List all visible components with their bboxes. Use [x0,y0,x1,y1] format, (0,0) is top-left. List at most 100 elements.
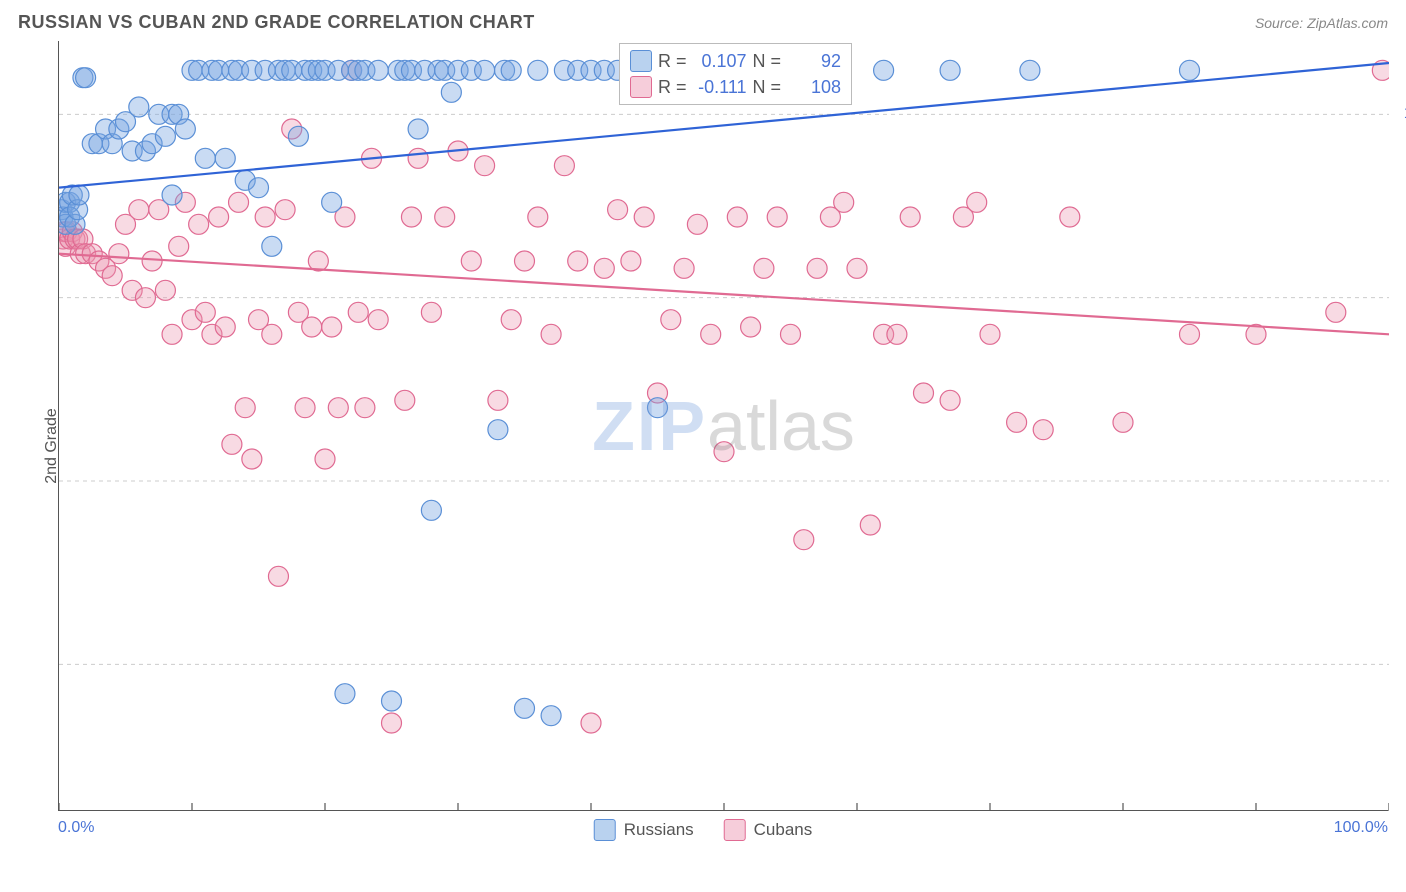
chart-title: RUSSIAN VS CUBAN 2ND GRADE CORRELATION C… [18,12,535,33]
data-point [335,684,355,704]
n-label: N = [753,51,782,72]
data-point [488,420,508,440]
data-point [189,214,209,234]
data-point [215,148,235,168]
data-point [382,713,402,733]
data-point [395,390,415,410]
data-point [767,207,787,227]
data-point [302,317,322,337]
data-point [541,324,561,344]
data-point [980,324,1000,344]
data-point [621,251,641,271]
data-point [727,207,747,227]
legend-swatch [630,50,652,72]
data-point [541,706,561,726]
data-point [1180,60,1200,80]
data-point [129,97,149,117]
data-point [175,119,195,139]
scatter-chart: ZIPatlas R =0.107N =92R =-0.111N =108 10… [58,41,1388,811]
legend-item: Russians [594,819,694,841]
r-label: R = [658,77,687,98]
legend-label: Cubans [754,820,813,840]
data-point [661,310,681,330]
data-point [322,192,342,212]
data-point [807,258,827,278]
data-point [701,324,721,344]
data-point [195,302,215,322]
data-point [408,148,428,168]
data-point [794,530,814,550]
data-point [940,390,960,410]
data-point [741,317,761,337]
data-point [275,200,295,220]
data-point [155,280,175,300]
stats-legend-box: R =0.107N =92R =-0.111N =108 [619,43,852,105]
data-point [421,500,441,520]
data-point [268,566,288,586]
legend-swatch [630,76,652,98]
data-point [1113,412,1133,432]
data-point [368,60,388,80]
data-point [781,324,801,344]
data-point [288,126,308,146]
data-point [229,192,249,212]
data-point [142,251,162,271]
r-value: 0.107 [693,51,747,72]
n-value: 92 [787,51,841,72]
data-point [674,258,694,278]
data-point [322,317,342,337]
data-point [262,324,282,344]
data-point [554,156,574,176]
data-point [408,119,428,139]
data-point [368,310,388,330]
data-point [887,324,907,344]
data-point [501,60,521,80]
data-point [195,148,215,168]
data-point [348,302,368,322]
data-point [967,192,987,212]
data-point [515,698,535,718]
data-point [608,200,628,220]
data-point [1020,60,1040,80]
data-point [295,398,315,418]
data-point [255,207,275,227]
data-point [754,258,774,278]
data-point [421,302,441,322]
data-point [648,398,668,418]
data-point [242,449,262,469]
data-point [129,200,149,220]
data-point [581,713,601,733]
data-point [528,60,548,80]
x-min-label: 0.0% [58,819,94,837]
data-point [262,236,282,256]
stats-row: R =0.107N =92 [630,48,841,74]
data-point [528,207,548,227]
x-axis-row: 0.0% RussiansCubans 100.0% [0,811,1406,837]
data-point [169,236,189,256]
data-point [1033,420,1053,440]
data-point [568,251,588,271]
data-point [488,390,508,410]
data-point [135,288,155,308]
data-point [328,398,348,418]
data-point [914,383,934,403]
data-point [594,258,614,278]
data-point [215,317,235,337]
data-point [1326,302,1346,322]
stats-row: R =-0.111N =108 [630,74,841,100]
data-point [355,398,375,418]
data-point [69,185,89,205]
data-point [475,60,495,80]
data-point [401,207,421,227]
data-point [634,207,654,227]
series-legend: Russians Cubans [594,819,813,841]
r-value: -0.111 [693,77,747,98]
x-max-label: 100.0% [1334,819,1388,837]
data-point [714,442,734,462]
legend-swatch [594,819,616,841]
data-point [102,266,122,286]
data-point [109,244,129,264]
legend-swatch [724,819,746,841]
data-point [860,515,880,535]
legend-item: Cubans [724,819,813,841]
